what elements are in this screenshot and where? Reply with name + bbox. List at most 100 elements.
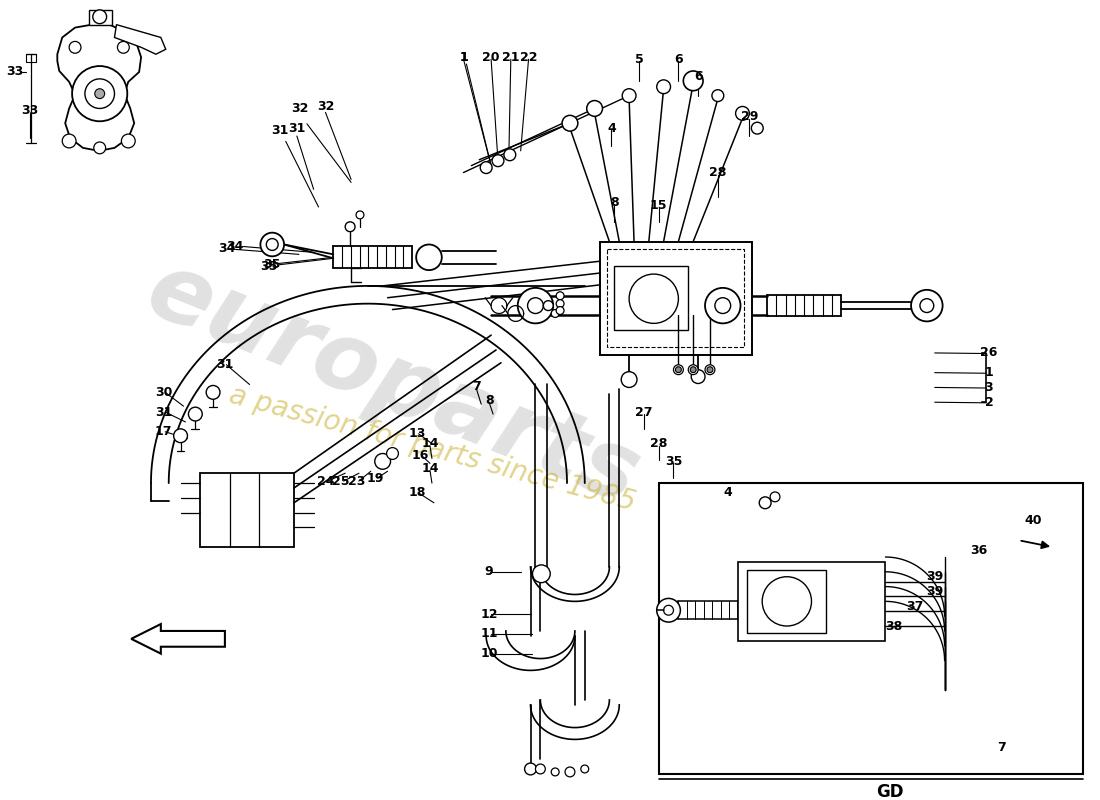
Circle shape — [736, 106, 749, 120]
Text: 30: 30 — [155, 386, 173, 399]
Text: 32: 32 — [292, 102, 308, 115]
Circle shape — [121, 134, 135, 148]
Text: 40: 40 — [1024, 514, 1042, 527]
Text: 15: 15 — [650, 198, 668, 211]
Circle shape — [543, 301, 553, 310]
Circle shape — [551, 768, 559, 776]
Text: 6: 6 — [674, 53, 683, 66]
Circle shape — [261, 233, 284, 256]
Circle shape — [92, 10, 107, 24]
Circle shape — [345, 222, 355, 232]
Text: 10: 10 — [481, 647, 498, 660]
Circle shape — [557, 292, 564, 300]
Circle shape — [629, 274, 679, 323]
Text: 4: 4 — [724, 486, 733, 499]
Text: 28: 28 — [650, 437, 668, 450]
Text: 37: 37 — [906, 600, 924, 613]
Text: 23: 23 — [349, 474, 365, 488]
Text: 4: 4 — [607, 122, 616, 134]
Circle shape — [551, 310, 559, 318]
Text: 31: 31 — [155, 406, 173, 418]
Text: 26: 26 — [980, 346, 998, 359]
Text: 31: 31 — [272, 124, 289, 137]
Circle shape — [118, 42, 130, 54]
Text: 17: 17 — [155, 426, 173, 438]
Text: 33: 33 — [21, 104, 38, 117]
Text: 7: 7 — [472, 380, 481, 393]
Circle shape — [715, 298, 730, 314]
Text: 8: 8 — [485, 394, 494, 406]
Text: 1: 1 — [984, 366, 993, 379]
Polygon shape — [25, 54, 35, 62]
Circle shape — [504, 149, 516, 161]
Text: 27: 27 — [635, 406, 652, 418]
Text: 36: 36 — [970, 544, 988, 557]
Polygon shape — [265, 234, 279, 241]
Circle shape — [675, 366, 681, 373]
Text: 12: 12 — [481, 608, 498, 621]
Text: 28: 28 — [710, 166, 726, 179]
Circle shape — [525, 763, 537, 775]
Polygon shape — [89, 10, 111, 25]
Circle shape — [518, 288, 553, 323]
Text: 19: 19 — [367, 472, 384, 485]
Circle shape — [557, 300, 564, 307]
Circle shape — [623, 89, 636, 102]
Circle shape — [920, 298, 934, 313]
Text: 1: 1 — [459, 50, 468, 64]
Circle shape — [557, 306, 564, 314]
Polygon shape — [114, 25, 166, 54]
Text: 13: 13 — [408, 427, 426, 440]
Circle shape — [562, 115, 578, 131]
Text: 2: 2 — [984, 396, 993, 409]
Text: 20: 20 — [482, 50, 499, 64]
Circle shape — [536, 764, 546, 774]
Polygon shape — [131, 624, 224, 654]
Text: 14: 14 — [421, 462, 439, 474]
Circle shape — [751, 122, 763, 134]
Polygon shape — [921, 292, 933, 296]
Text: 8: 8 — [610, 196, 618, 209]
Circle shape — [188, 407, 202, 421]
Circle shape — [690, 366, 696, 373]
Circle shape — [586, 101, 603, 116]
Circle shape — [63, 134, 76, 148]
Text: 34: 34 — [227, 240, 243, 253]
Text: europarts: europarts — [133, 244, 652, 525]
Text: 33: 33 — [7, 66, 23, 78]
Text: GD: GD — [877, 782, 904, 800]
Text: 24: 24 — [317, 474, 334, 488]
Text: 9: 9 — [485, 566, 494, 578]
Circle shape — [416, 245, 442, 270]
Bar — [747, 570, 826, 633]
Bar — [659, 483, 1082, 774]
Bar — [607, 250, 745, 347]
Text: 31: 31 — [288, 122, 306, 134]
Text: 25: 25 — [332, 474, 350, 488]
Circle shape — [94, 142, 106, 154]
Circle shape — [266, 238, 278, 250]
Circle shape — [663, 606, 673, 615]
Circle shape — [705, 365, 715, 374]
Circle shape — [69, 42, 81, 54]
Circle shape — [375, 454, 390, 470]
Text: 6: 6 — [694, 70, 703, 83]
Circle shape — [673, 365, 683, 374]
Circle shape — [73, 66, 128, 122]
Text: 34: 34 — [218, 242, 235, 255]
Text: 14: 14 — [421, 437, 439, 450]
Text: 21: 21 — [502, 50, 519, 64]
Text: 18: 18 — [408, 486, 426, 499]
Circle shape — [712, 90, 724, 102]
Text: 35: 35 — [264, 258, 280, 270]
Circle shape — [581, 765, 589, 773]
Text: 11: 11 — [481, 627, 498, 641]
Text: a passion for parts since 1985: a passion for parts since 1985 — [226, 381, 638, 516]
Circle shape — [770, 492, 780, 502]
Bar — [614, 266, 689, 330]
Text: 3: 3 — [984, 381, 993, 394]
Text: 35: 35 — [261, 260, 278, 273]
Circle shape — [759, 497, 771, 509]
Circle shape — [85, 79, 114, 109]
Circle shape — [705, 288, 740, 323]
